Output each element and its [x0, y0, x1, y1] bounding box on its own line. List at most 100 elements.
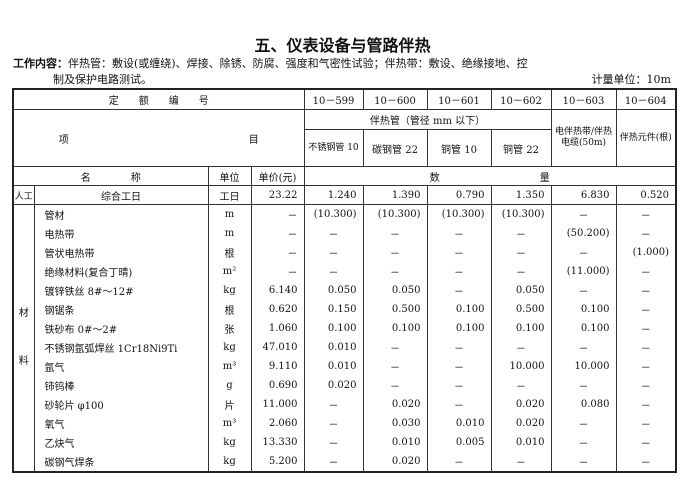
labor-value: 1.350	[490, 185, 552, 205]
price-label: 单价(元)	[250, 166, 305, 186]
material-value: －	[426, 281, 492, 300]
item-label: 项目	[12, 109, 305, 167]
material-row: 铁砂布 0#～2# 张 1.060 0.100 0.100 0.100 0.100 0.100…	[13, 319, 677, 338]
work-content-line2: 制及保护电路测试。	[53, 73, 152, 86]
material-name: 绝缘材料(复合丁晴)	[33, 262, 209, 281]
material-price: 11.000	[250, 395, 305, 414]
material-value: 0.050	[490, 281, 552, 300]
material-value: －	[303, 414, 364, 433]
material-name: 钢锯条	[33, 300, 209, 319]
material-row: 绝缘材料(复合丁晴) m² －－－－－ (11.000) －	[13, 262, 677, 281]
material-unit: kg	[207, 338, 252, 357]
material-price: －	[250, 204, 305, 224]
material-value: 0.020	[490, 414, 552, 433]
material-unit: m³	[207, 357, 252, 376]
name-header-row: 名 称 单位 单价(元) 数 量	[12, 166, 677, 186]
sub-item: 碳钢管 22	[362, 129, 428, 167]
material-price: 2.060	[250, 414, 305, 433]
material-value: －	[303, 395, 364, 414]
labor-value: 6.830	[550, 185, 617, 205]
material-row: 氩气 m³ 9.110 0.010 －－ 10.000 10.000 －	[13, 357, 677, 376]
material-value: －	[615, 204, 677, 224]
material-value: 0.010	[303, 357, 364, 376]
code: 10－603	[550, 88, 617, 110]
material-value: －	[426, 338, 492, 357]
material-row: 乙炔气 kg 13.330 － 0.010 0.005 0.010 －－	[13, 433, 677, 452]
material-value: －	[615, 262, 677, 281]
material-value: －	[303, 224, 364, 243]
material-unit: 根	[207, 243, 252, 262]
code: 10－600	[362, 88, 428, 110]
material-unit: 张	[207, 319, 252, 338]
code: 10－601	[426, 88, 492, 110]
material-value: －	[615, 395, 677, 414]
quota-no-label: 定 额 编 号	[12, 88, 305, 110]
material-value: －	[303, 243, 364, 262]
material-value: (11.000)	[550, 262, 617, 281]
material-value: －	[550, 281, 617, 300]
material-value: －	[615, 452, 677, 472]
material-value: 0.100	[550, 300, 617, 319]
material-row: 电热带 m －－－－－ (50.200) －	[13, 224, 677, 243]
group-label: 伴热管（管径 mm 以下）	[303, 109, 552, 130]
material-value: －	[615, 319, 677, 338]
material-row: 氧气 m³ 2.060 － 0.030 0.010 0.020 －－	[13, 414, 677, 433]
material-price: －	[250, 262, 305, 281]
material-name: 碳钢气焊条	[33, 452, 209, 472]
measure-unit: 计量单位：10m	[591, 73, 671, 86]
material-value: 0.005	[426, 433, 492, 452]
material-value: －	[615, 414, 677, 433]
material-value: －	[490, 243, 552, 262]
materials-category-2: 料	[18, 356, 29, 367]
material-value: (10.300)	[490, 204, 552, 224]
material-price: 0.690	[250, 376, 305, 395]
labor-value: 0.520	[615, 185, 677, 205]
material-unit: kg	[207, 281, 252, 300]
material-unit: m	[207, 204, 252, 224]
material-value: －	[362, 262, 428, 281]
quota-no-row: 定 额 编 号 10－599 10－600 10－601 10－602 10－6…	[12, 88, 677, 110]
material-unit: m²	[207, 262, 252, 281]
material-value: －	[303, 433, 364, 452]
material-name: 氧气	[33, 414, 209, 433]
sub-item: 铜管 10	[426, 129, 492, 167]
material-unit: 片	[207, 395, 252, 414]
material-value: 0.010	[303, 338, 364, 357]
material-row: 管状电热带根－－－－－－ (1.000)	[13, 243, 677, 262]
labor-category: 人工	[12, 185, 35, 205]
material-value: 0.100	[550, 319, 617, 338]
labor-value: 0.790	[426, 185, 492, 205]
material-row: 碳钢气焊条 kg 5.200 － 0.020 －－－－	[13, 452, 677, 472]
material-value: (10.300)	[426, 204, 492, 224]
material-value: －	[426, 224, 492, 243]
material-value: －	[550, 414, 617, 433]
material-value: －	[362, 243, 428, 262]
material-name: 铁砂布 0#～2#	[33, 319, 209, 338]
material-value: －	[362, 224, 428, 243]
material-value: －	[615, 224, 677, 243]
material-value: －	[550, 376, 617, 395]
material-value: －	[426, 395, 492, 414]
unit-label: 单位	[207, 166, 252, 186]
material-value: 0.100	[490, 319, 552, 338]
material-value: －	[550, 452, 617, 472]
material-value: －	[362, 338, 428, 357]
material-name: 电热带	[33, 224, 209, 243]
material-value: －	[615, 281, 677, 300]
material-value: －	[490, 376, 552, 395]
material-value: －	[490, 262, 552, 281]
sub-item-row: 不锈钢管 10 碳钢管 22 铜管 10 铜管 22	[13, 129, 676, 167]
material-row: 材料管材 m － (10.300) (10.300) (10.300) (10.300) －－	[12, 204, 677, 472]
material-value: 0.100	[426, 319, 492, 338]
material-name: 氩气	[33, 357, 209, 376]
code: 10－599	[303, 88, 364, 110]
work-content-line1: 伴热管：敷设(或缠绕)、焊接、除锈、防腐、强度和气密性试验；伴热带：敷设、绝缘接…	[68, 57, 528, 70]
material-value: 0.010	[362, 433, 428, 452]
material-name: 管状电热带	[33, 243, 209, 262]
sub-item: 不锈钢管 10	[303, 129, 364, 167]
material-value: －	[426, 452, 492, 472]
name-label: 名 称	[12, 166, 209, 186]
material-value: 0.500	[490, 300, 552, 319]
material-price: 6.140	[250, 281, 305, 300]
material-value: 10.000	[490, 357, 552, 376]
